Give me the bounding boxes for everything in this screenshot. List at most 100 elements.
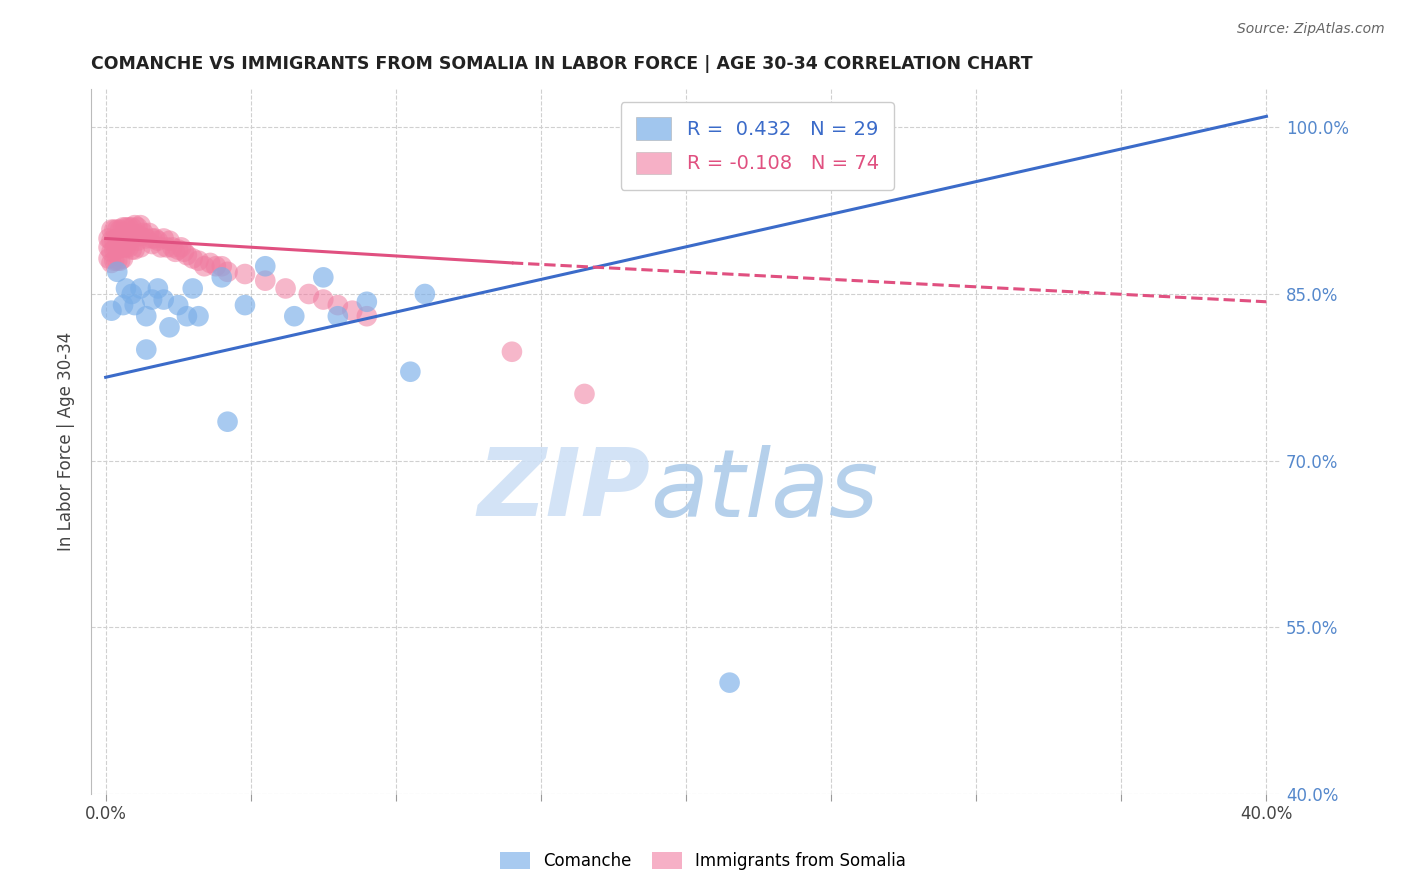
Point — [121, 243, 143, 257]
Point — [100, 256, 122, 270]
Point — [205, 259, 228, 273]
Point — [159, 320, 181, 334]
Point — [233, 267, 256, 281]
Point — [141, 231, 163, 245]
Legend: R =  0.432   N = 29, R = -0.108   N = 74: R = 0.432 N = 29, R = -0.108 N = 74 — [620, 102, 894, 189]
Point — [167, 298, 190, 312]
Point — [112, 229, 135, 244]
Point — [112, 240, 135, 254]
Point — [108, 240, 131, 254]
Point — [108, 253, 131, 268]
Point — [152, 231, 174, 245]
Point — [312, 293, 335, 307]
Point — [103, 253, 125, 268]
Point — [127, 234, 149, 248]
Text: ZIP: ZIP — [478, 444, 651, 536]
Point — [105, 231, 128, 245]
Point — [211, 270, 233, 285]
Point — [274, 281, 297, 295]
Point — [176, 309, 198, 323]
Point — [176, 248, 198, 262]
Point — [135, 343, 157, 357]
Point — [173, 244, 195, 259]
Point — [155, 240, 177, 254]
Point — [170, 240, 193, 254]
Point — [167, 243, 190, 257]
Point — [105, 265, 128, 279]
Point — [356, 309, 378, 323]
Point — [165, 244, 187, 259]
Point — [115, 281, 138, 295]
Point — [501, 344, 523, 359]
Point — [108, 222, 131, 236]
Point — [108, 231, 131, 245]
Y-axis label: In Labor Force | Age 30-34: In Labor Force | Age 30-34 — [58, 332, 75, 550]
Point — [115, 220, 138, 235]
Point — [112, 298, 135, 312]
Point — [181, 252, 204, 266]
Point — [356, 294, 378, 309]
Point — [399, 365, 422, 379]
Point — [121, 231, 143, 245]
Point — [135, 309, 157, 323]
Point — [124, 229, 146, 244]
Point — [115, 231, 138, 245]
Point — [326, 309, 349, 323]
Point — [138, 226, 160, 240]
Point — [129, 240, 152, 254]
Point — [574, 387, 596, 401]
Point — [124, 218, 146, 232]
Point — [124, 298, 146, 312]
Point — [127, 220, 149, 235]
Point — [198, 256, 221, 270]
Point — [162, 240, 184, 254]
Point — [121, 287, 143, 301]
Point — [254, 274, 277, 288]
Point — [141, 237, 163, 252]
Point — [342, 303, 364, 318]
Point — [112, 252, 135, 266]
Point — [143, 231, 166, 245]
Point — [103, 222, 125, 236]
Point — [141, 293, 163, 307]
Point — [146, 234, 169, 248]
Point — [187, 253, 209, 268]
Point — [298, 287, 321, 301]
Point — [217, 265, 239, 279]
Point — [159, 234, 181, 248]
Point — [326, 298, 349, 312]
Point — [233, 298, 256, 312]
Point — [100, 222, 122, 236]
Point — [181, 281, 204, 295]
Point — [129, 229, 152, 244]
Point — [149, 240, 172, 254]
Point — [118, 240, 141, 254]
Point — [132, 226, 155, 240]
Point — [193, 259, 215, 273]
Point — [105, 253, 128, 268]
Point — [103, 243, 125, 257]
Point — [129, 218, 152, 232]
Point — [124, 243, 146, 257]
Point — [312, 270, 335, 285]
Point — [146, 281, 169, 295]
Text: atlas: atlas — [651, 445, 879, 536]
Point — [97, 231, 120, 245]
Point — [115, 240, 138, 254]
Point — [135, 231, 157, 245]
Point — [118, 220, 141, 235]
Point — [105, 222, 128, 236]
Point — [112, 220, 135, 235]
Point — [283, 309, 305, 323]
Point — [105, 243, 128, 257]
Point — [118, 231, 141, 245]
Point — [97, 240, 120, 254]
Point — [152, 293, 174, 307]
Point — [217, 415, 239, 429]
Point — [254, 259, 277, 273]
Point — [762, 143, 785, 157]
Point — [129, 281, 152, 295]
Point — [103, 234, 125, 248]
Point — [413, 287, 436, 301]
Point — [211, 259, 233, 273]
